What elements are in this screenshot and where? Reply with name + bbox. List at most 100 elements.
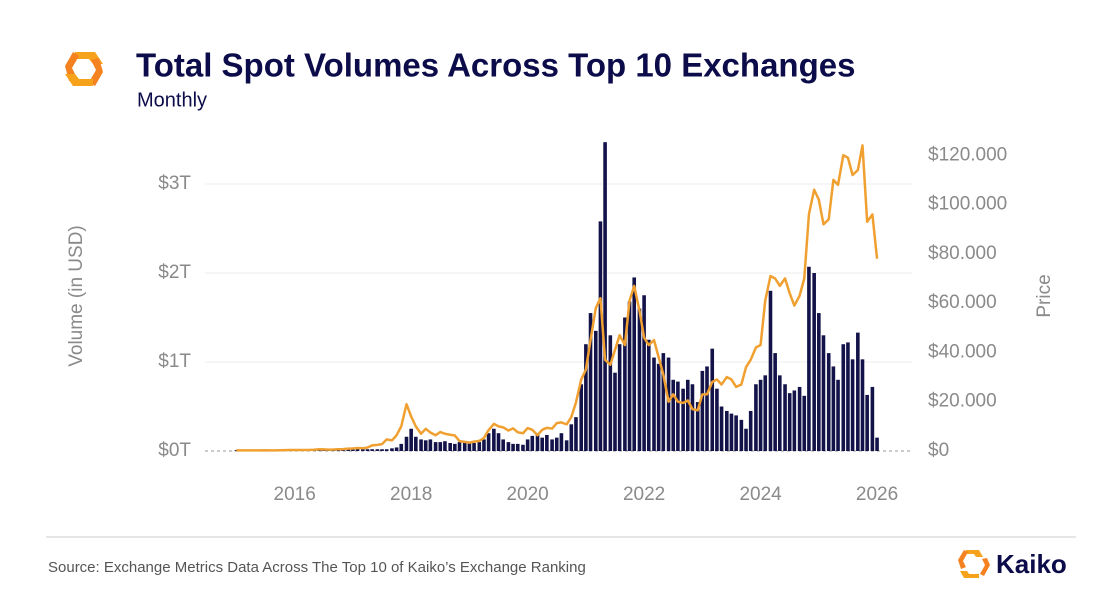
bar: [841, 344, 846, 451]
bar: [423, 440, 428, 451]
bar: [467, 442, 472, 451]
bar: [758, 379, 763, 451]
y2-tick-label: $60.000: [928, 292, 997, 313]
bar: [569, 424, 574, 451]
bar: [865, 394, 869, 451]
bar: [399, 443, 404, 451]
y2-tick-label: $40.000: [928, 341, 997, 362]
bar: [380, 449, 384, 451]
bar: [414, 436, 418, 451]
price-line: [236, 144, 879, 452]
bar: [438, 442, 443, 451]
bar: [807, 266, 811, 451]
bar: [817, 313, 821, 451]
bar: [492, 428, 496, 451]
bar: [768, 290, 773, 451]
bar: [419, 439, 423, 451]
bar: [540, 437, 544, 451]
x-tick-label: 2018: [390, 484, 432, 505]
bar: [754, 384, 758, 451]
y2-tick-label: $120.000: [928, 144, 1007, 165]
bar: [802, 395, 807, 451]
bar: [584, 344, 588, 451]
bar: [234, 450, 239, 451]
bar: [846, 342, 850, 451]
bar: [821, 335, 826, 451]
bar: [361, 448, 365, 451]
bar: [559, 433, 564, 451]
bar: [797, 386, 802, 451]
y-tick-label: $1T: [158, 351, 191, 372]
bar: [748, 410, 753, 451]
bar: [375, 449, 380, 451]
y-axis-title: Volume (in USD): [66, 225, 87, 367]
bar: [496, 433, 501, 451]
bar: [593, 330, 598, 451]
bar: [773, 353, 777, 451]
bar: [787, 393, 792, 451]
bar: [506, 442, 511, 451]
bar: [763, 375, 768, 451]
bar: [676, 381, 680, 451]
chart-subtitle: Monthly: [137, 89, 207, 111]
bar: [729, 413, 734, 451]
y2-tick-label: $100.000: [928, 194, 1007, 215]
header-logo: [65, 52, 103, 86]
bar: [457, 442, 462, 451]
y-tick-label: $0T: [158, 440, 191, 461]
bar: [394, 447, 399, 451]
bar: [365, 449, 370, 451]
bar: [535, 433, 540, 451]
bar: [725, 410, 729, 451]
bar: [443, 441, 447, 451]
x-tick-label: 2020: [506, 484, 548, 505]
bar: [875, 437, 879, 451]
brand-logo: [958, 550, 990, 578]
bar: [486, 433, 491, 451]
bar: [646, 339, 651, 451]
bar: [550, 439, 554, 451]
bar: [637, 308, 642, 451]
bar: [409, 428, 413, 451]
bar: [705, 366, 709, 451]
y2-tick-label: $0: [928, 440, 949, 461]
bar: [661, 353, 666, 451]
y2-tick-label: $80.000: [928, 243, 997, 264]
bar: [588, 313, 593, 451]
bar: [792, 390, 797, 451]
bar: [836, 379, 840, 451]
bar: [574, 417, 578, 451]
bar: [462, 442, 467, 451]
bar: [681, 388, 685, 451]
bar: [850, 359, 855, 451]
bar: [545, 434, 549, 451]
x-tick-label: 2022: [623, 484, 665, 505]
bar: [744, 428, 748, 451]
bar: [700, 370, 705, 451]
bar: [710, 348, 715, 451]
bar: [856, 332, 860, 451]
bar: [433, 442, 438, 451]
y-tick-label: $2T: [158, 262, 191, 283]
bar: [617, 344, 622, 451]
bar: [511, 443, 515, 451]
bar: [530, 435, 535, 451]
y-tick-label: $3T: [158, 173, 191, 194]
y2-axis-title: Price: [1034, 274, 1055, 317]
bar: [608, 335, 613, 451]
bar: [482, 439, 486, 451]
bar: [453, 443, 457, 451]
bar: [384, 449, 389, 451]
bar: [715, 388, 719, 451]
bar: [428, 439, 433, 451]
bar: [448, 442, 452, 451]
bar: [355, 448, 360, 451]
y2-tick-label: $20.000: [928, 391, 997, 412]
bar: [671, 379, 676, 451]
bar: [501, 439, 505, 451]
bar: [472, 442, 476, 451]
bar: [826, 353, 831, 451]
bar: [554, 437, 559, 451]
